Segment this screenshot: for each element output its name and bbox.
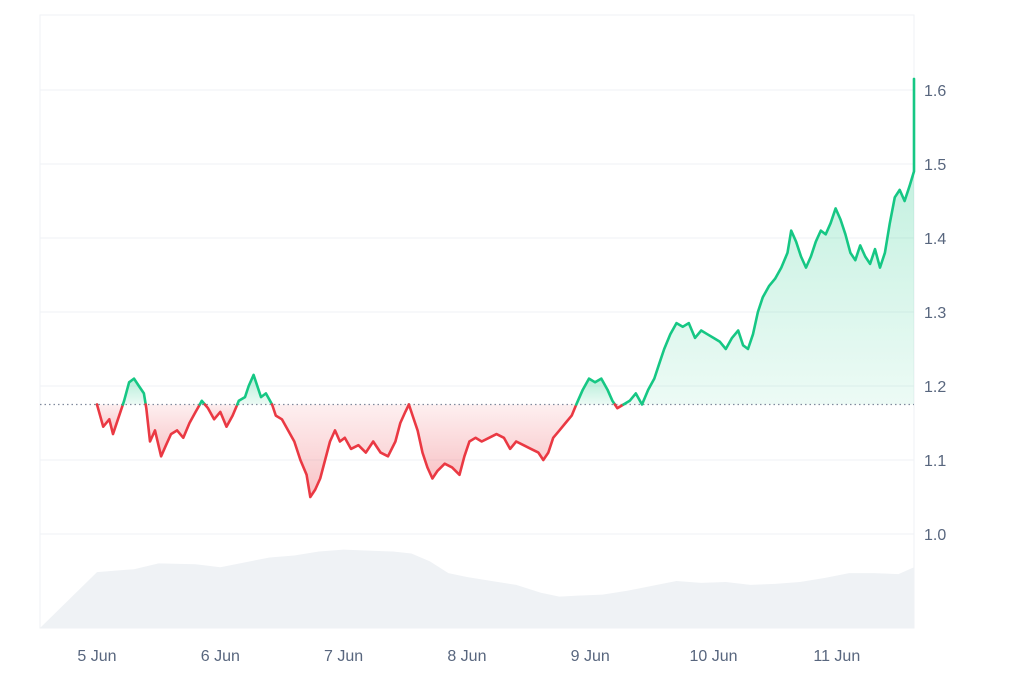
price-line-down	[203, 403, 239, 428]
price-line-down	[407, 403, 578, 480]
y-tick-label: 1.0	[924, 527, 946, 544]
y-tick-label: 1.6	[924, 83, 946, 100]
y-axis-ticks: 1.0 1.1 1.2 1.3 1.4 1.5 1.6	[924, 83, 946, 544]
x-tick-label: 10 Jun	[689, 648, 737, 665]
grid-lines	[40, 89, 914, 535]
price-line-up	[575, 377, 617, 406]
x-tick-label: 9 Jun	[571, 648, 610, 665]
volume-area	[40, 549, 914, 628]
price-line-down	[270, 403, 411, 499]
price-line-down	[95, 403, 125, 436]
price-fill-up	[623, 78, 914, 405]
price-fill-down	[408, 404, 577, 479]
y-tick-label: 1.4	[924, 231, 946, 248]
x-tick-label: 7 Jun	[324, 648, 363, 665]
y-tick-label: 1.2	[924, 379, 946, 396]
price-line-up	[236, 373, 274, 406]
x-tick-label: 6 Jun	[201, 648, 240, 665]
y-tick-label: 1.5	[924, 157, 946, 174]
y-tick-label: 1.1	[924, 453, 946, 470]
x-tick-label: 8 Jun	[447, 648, 486, 665]
x-tick-label: 5 Jun	[77, 648, 116, 665]
price-line-down	[613, 403, 625, 410]
price-line-down	[144, 403, 202, 458]
price-line-up	[622, 77, 916, 406]
price-line-up	[121, 377, 147, 406]
volume-area-group	[40, 549, 914, 628]
y-tick-label: 1.3	[924, 305, 946, 322]
price-line-group	[95, 77, 916, 499]
price-line-up	[198, 399, 207, 406]
x-axis-ticks: 5 Jun 6 Jun 7 Jun 8 Jun 9 Jun 10 Jun 11 Jun	[77, 648, 860, 665]
x-tick-label: 11 Jun	[813, 648, 860, 665]
